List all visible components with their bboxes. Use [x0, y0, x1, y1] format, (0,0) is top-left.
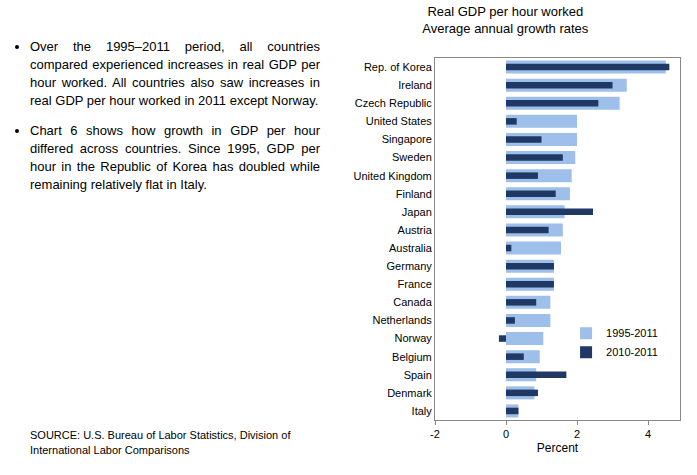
svg-text:1995-2011: 1995-2011: [606, 327, 658, 339]
svg-text:Netherlands: Netherlands: [372, 314, 432, 326]
svg-text:Australia: Australia: [389, 242, 433, 254]
svg-text:Spain: Spain: [404, 369, 432, 381]
svg-text:United Kingdom: United Kingdom: [354, 170, 432, 182]
svg-text:Austria: Austria: [398, 224, 433, 236]
svg-text:Czech Republic: Czech Republic: [355, 97, 433, 109]
html-text:Chart 6 shows how growth in GD: Chart 6 shows how growth in GDP per hour…: [30, 123, 320, 192]
svg-text:0: 0: [503, 428, 509, 440]
html-text:Over the 1995–2011 period, all: Over the 1995–2011 period, all countries…: [30, 39, 320, 108]
svg-text:4: 4: [645, 428, 651, 440]
svg-text:Rep. of Korea: Rep. of Korea: [364, 61, 433, 73]
svg-text:Real GDP per hour workedAverag: Real GDP per hour workedAverage annual g…: [422, 4, 588, 36]
svg-text:Finland: Finland: [396, 188, 432, 200]
html-text:SOURCE: U.S. Bureau of Labor S: SOURCE: U.S. Bureau of Labor Statistics,…: [30, 429, 291, 456]
svg-text:-2: -2: [430, 428, 440, 440]
svg-text:United States: United States: [366, 115, 433, 127]
svg-text:Norway: Norway: [395, 332, 433, 344]
svg-text:2010-2011: 2010-2011: [606, 346, 658, 358]
svg-text:Belgium: Belgium: [392, 351, 432, 363]
svg-text:Sweden: Sweden: [392, 151, 432, 163]
svg-text:Canada: Canada: [393, 296, 432, 308]
svg-text:Ireland: Ireland: [398, 79, 432, 91]
svg-text:France: France: [398, 278, 432, 290]
svg-text:Italy: Italy: [412, 405, 433, 417]
svg-text:Germany: Germany: [387, 260, 433, 272]
svg-text:Denmark: Denmark: [387, 387, 432, 399]
svg-text:2: 2: [574, 428, 580, 440]
svg-text:Japan: Japan: [402, 206, 432, 218]
svg-text:Singapore: Singapore: [382, 133, 432, 145]
svg-text:Percent: Percent: [537, 441, 579, 455]
